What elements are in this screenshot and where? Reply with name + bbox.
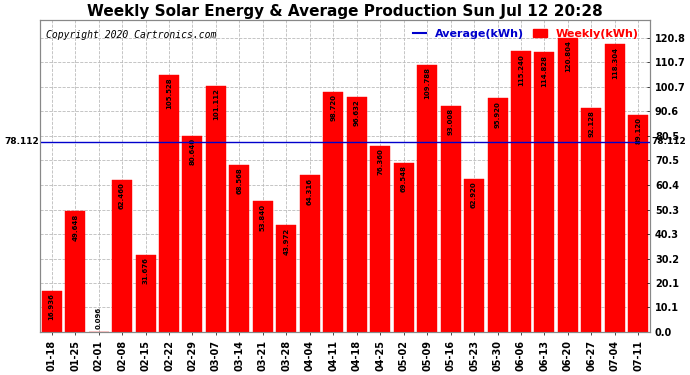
Bar <box>558 38 578 332</box>
Text: 62.460: 62.460 <box>119 182 125 209</box>
Bar <box>629 115 649 332</box>
Bar <box>277 225 296 332</box>
Text: 105.528: 105.528 <box>166 78 172 109</box>
Text: 0.096: 0.096 <box>96 307 101 329</box>
Bar <box>112 180 132 332</box>
Text: 109.788: 109.788 <box>424 67 430 99</box>
Bar <box>347 97 366 332</box>
Text: 93.008: 93.008 <box>448 108 453 135</box>
Legend: Average(kWh), Weekly(kWh): Average(kWh), Weekly(kWh) <box>413 29 638 39</box>
Bar <box>535 53 555 332</box>
Bar <box>441 105 460 332</box>
Bar <box>394 163 413 332</box>
Text: 120.804: 120.804 <box>565 40 571 72</box>
Text: 78.112: 78.112 <box>4 137 39 146</box>
Text: 92.128: 92.128 <box>589 110 594 137</box>
Text: 80.640: 80.640 <box>190 138 195 165</box>
Bar <box>135 255 155 332</box>
Bar <box>159 75 179 332</box>
Text: 68.568: 68.568 <box>237 168 242 194</box>
Bar <box>511 51 531 332</box>
Title: Weekly Solar Energy & Average Production Sun Jul 12 20:28: Weekly Solar Energy & Average Production… <box>87 4 603 19</box>
Bar <box>582 108 602 332</box>
Text: 118.304: 118.304 <box>612 46 618 78</box>
Text: 64.316: 64.316 <box>307 178 313 205</box>
Text: 95.920: 95.920 <box>495 101 500 128</box>
Bar <box>253 201 273 332</box>
Text: 43.972: 43.972 <box>284 227 289 255</box>
Bar <box>182 136 202 332</box>
Text: 101.112: 101.112 <box>213 88 219 120</box>
Bar <box>230 165 249 332</box>
Bar <box>464 179 484 332</box>
Bar <box>324 92 343 332</box>
Bar <box>41 291 61 332</box>
Text: 62.920: 62.920 <box>471 181 477 208</box>
Text: 96.632: 96.632 <box>354 99 359 126</box>
Bar <box>371 146 390 332</box>
Text: Copyright 2020 Cartronics.com: Copyright 2020 Cartronics.com <box>46 30 217 40</box>
Text: 49.648: 49.648 <box>72 214 78 241</box>
Bar <box>417 65 437 332</box>
Text: 16.936: 16.936 <box>49 293 55 320</box>
Text: 115.240: 115.240 <box>518 54 524 86</box>
Text: 78.112: 78.112 <box>651 137 686 146</box>
Bar <box>605 44 625 332</box>
Bar <box>488 99 508 332</box>
Text: 114.828: 114.828 <box>542 55 547 87</box>
Text: 76.360: 76.360 <box>377 148 383 176</box>
Text: 31.676: 31.676 <box>143 257 148 284</box>
Text: 89.120: 89.120 <box>635 117 641 144</box>
Text: 98.720: 98.720 <box>331 94 336 121</box>
Text: 53.840: 53.840 <box>260 203 266 231</box>
Bar <box>300 176 319 332</box>
Bar <box>206 86 226 332</box>
Text: 69.548: 69.548 <box>401 165 406 192</box>
Bar <box>65 211 85 332</box>
